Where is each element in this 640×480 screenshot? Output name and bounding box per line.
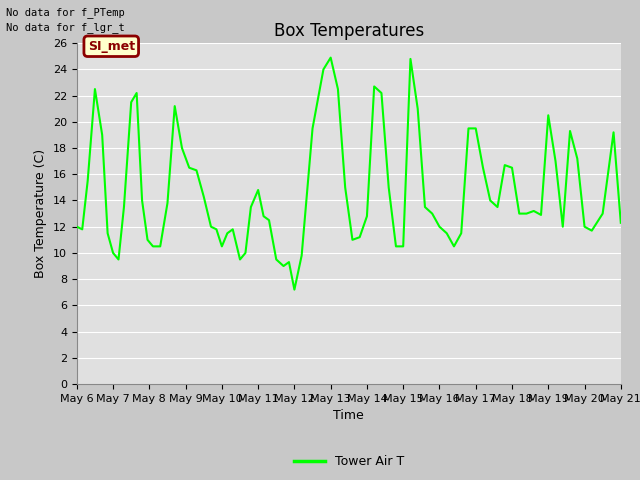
Text: No data for f_lgr_t: No data for f_lgr_t [6, 22, 125, 33]
Title: Box Temperatures: Box Temperatures [274, 22, 424, 40]
Legend: Tower Air T: Tower Air T [289, 450, 409, 473]
Y-axis label: Box Temperature (C): Box Temperature (C) [35, 149, 47, 278]
X-axis label: Time: Time [333, 409, 364, 422]
Text: No data for f_PTemp: No data for f_PTemp [6, 7, 125, 18]
Text: SI_met: SI_met [88, 40, 135, 53]
